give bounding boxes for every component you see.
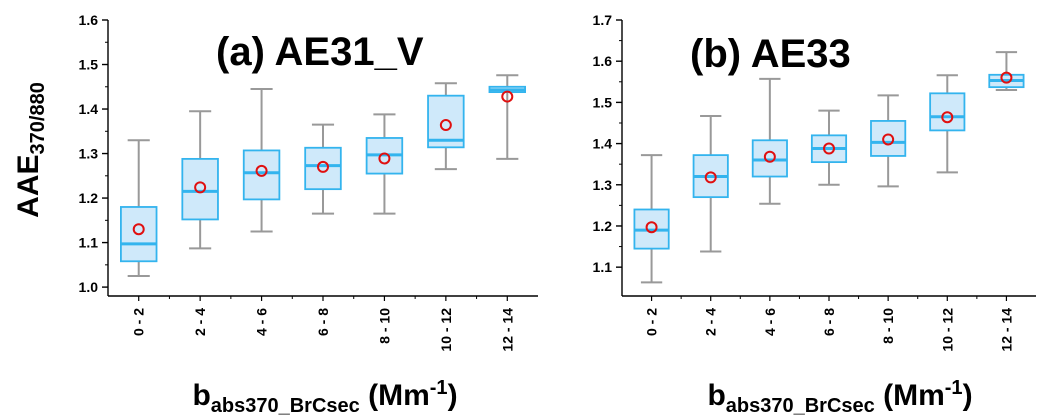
panel-a: (a) AE31_V babs370_BrCsec (Mm-1) 1.0 1.1 1… xyxy=(79,12,538,417)
panel-b-x-title-unit-sup: -1 xyxy=(945,377,963,399)
panel-b-x-tick-label: 2 - 4 xyxy=(703,308,719,336)
panel-a-y-tick-label: 1.3 xyxy=(79,146,99,162)
panel-b-mean-marker xyxy=(823,142,835,155)
panel-b-x-title-unit-close: ) xyxy=(963,379,973,412)
panel-a-mean-marker xyxy=(255,164,268,177)
panel-b-x-title-sub: abs370_BrCsec xyxy=(726,395,875,417)
panel-a-title: (a) AE31_V xyxy=(216,30,424,74)
panel-b-y-tick-label: 1.5 xyxy=(593,94,613,110)
panel-a-y-tick-label: 1.6 xyxy=(79,12,99,28)
panel-a-x-title-unit-close: ) xyxy=(448,379,458,412)
panel-b-y-tick-label: 1.2 xyxy=(593,218,613,234)
panel-a-mean-marker xyxy=(132,223,145,236)
panel-a-x-axis-title: babs370_BrCsec (Mm-1) xyxy=(192,377,457,417)
panel-b-mean-marker xyxy=(763,150,776,163)
panel-a-box xyxy=(181,157,219,221)
panel-b-x-tick-label: 8 - 10 xyxy=(880,308,896,344)
panel-b-x-title-main: b xyxy=(707,379,725,412)
panel-a-y-tick-label: 1.1 xyxy=(79,235,99,251)
y-axis-title-sub: 370/880 xyxy=(27,82,49,154)
panel-b-mean-marker xyxy=(882,133,895,146)
panel-b-mean-marker xyxy=(645,221,658,234)
panel-a-x-tick-label: 4 - 6 xyxy=(254,308,270,336)
panel-b-mean-marker xyxy=(704,171,717,184)
panel-a-x-tick-label: 10 - 12 xyxy=(438,308,454,352)
panel-b-box xyxy=(870,120,907,157)
y-axis-title: AAE370/880 xyxy=(12,82,49,218)
panel-b-y-tick-label: 1.1 xyxy=(593,259,613,275)
panel-b-x-tick-label: 6 - 8 xyxy=(821,308,837,336)
panel-a-y-tick-label: 1.0 xyxy=(79,279,99,295)
panel-b-box xyxy=(751,139,788,178)
panel-b-x-title-unit: (Mm xyxy=(875,379,945,412)
panel-b-x-axis-title: babs370_BrCsec (Mm-1) xyxy=(707,377,972,417)
panel-a-x-tick-label: 0 - 2 xyxy=(131,308,147,336)
panel-b-x-tick-label: 10 - 12 xyxy=(939,308,955,352)
panel-b-x-tick-label: 4 - 6 xyxy=(762,308,778,336)
panel-a-mean-marker xyxy=(317,160,329,173)
panel-b-mean-marker xyxy=(941,111,954,124)
panel-a-x-title-main: b xyxy=(192,379,210,412)
panel-b-y-tick-label: 1.7 xyxy=(593,12,613,28)
panel-a-x-tick-label: 2 - 4 xyxy=(192,308,208,336)
panel-a-y-tick-label: 1.2 xyxy=(79,190,99,206)
panel-b: (b) AE33 babs370_BrCsec (Mm-1) 1.1 1.2 1.3… xyxy=(593,12,1036,417)
panel-a-x-title-sub: abs370_BrCsec xyxy=(211,395,360,417)
panel-a-box xyxy=(120,206,158,263)
panel-a-mean-marker xyxy=(439,119,452,132)
panel-b-x-tick-label: 0 - 2 xyxy=(644,308,660,336)
panel-b-x-tick-label: 12 - 14 xyxy=(998,308,1014,352)
panel-a-x-title-unit-sup: -1 xyxy=(430,377,448,399)
panel-a-x-tick-label: 12 - 14 xyxy=(499,308,515,352)
panel-a-mean-marker xyxy=(501,90,514,103)
panel-a-mean-marker xyxy=(378,152,391,165)
panel-b-y-tick-label: 1.4 xyxy=(593,136,613,152)
panel-a-mean-marker xyxy=(194,181,207,194)
panel-a-y-tick-label: 1.5 xyxy=(79,57,99,73)
y-axis-title-main: AAE xyxy=(12,154,45,217)
panel-a-x-title-unit: (Mm xyxy=(360,379,430,412)
panel-a-x-tick-label: 8 - 10 xyxy=(376,308,392,344)
panel-b-y-tick-label: 1.3 xyxy=(593,177,613,193)
panel-a-box xyxy=(304,146,342,191)
panel-a-x-tick-label: 6 - 8 xyxy=(315,308,331,336)
panel-b-mean-marker xyxy=(1000,71,1013,84)
panel-a-y-tick-label: 1.4 xyxy=(79,101,99,117)
panel-b-y-tick-label: 1.6 xyxy=(593,53,613,69)
panel-b-title: (b) AE33 xyxy=(690,32,851,76)
